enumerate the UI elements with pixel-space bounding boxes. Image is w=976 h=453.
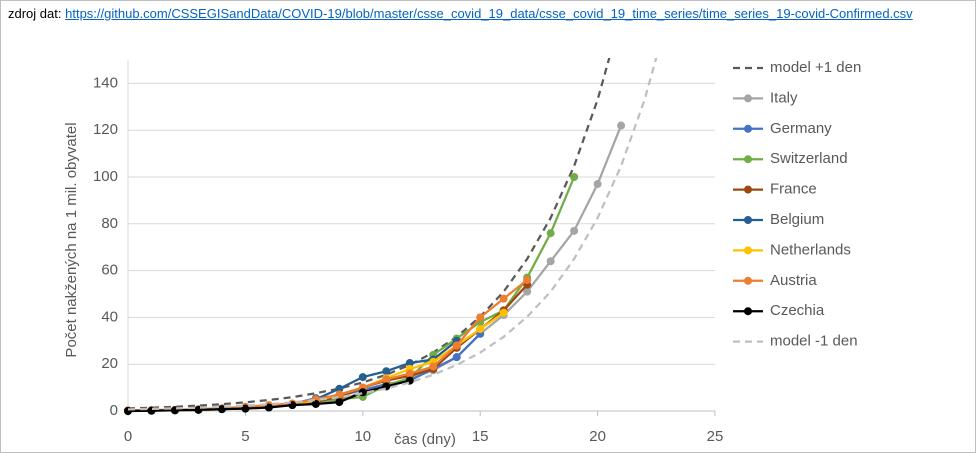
y-tick-label: 60 [101, 262, 118, 279]
y-axis-title: Počet nakžených na 1 mil. obyvatel [63, 122, 80, 357]
data-point [311, 399, 320, 408]
data-point [499, 294, 508, 303]
source-link[interactable]: https://github.com/CSSEGISandData/COVID-… [65, 6, 913, 21]
legend-label: Switzerland [770, 150, 848, 167]
x-tick-label: 20 [589, 428, 606, 445]
legend-marker [744, 94, 752, 103]
data-point [452, 341, 461, 350]
series-line [127, 125, 623, 412]
legend-marker [744, 155, 752, 164]
data-point [358, 373, 367, 382]
data-point [523, 287, 532, 296]
data-point [593, 180, 602, 189]
x-tick-label: 0 [124, 428, 132, 445]
series-line [127, 58, 658, 411]
data-point [335, 384, 344, 393]
legend-marker [744, 246, 752, 255]
data-point [405, 369, 414, 378]
data-point [358, 388, 367, 397]
data-point [546, 257, 555, 266]
data-point [241, 404, 250, 413]
y-tick-label: 80 [101, 215, 118, 232]
y-tick-label: 120 [93, 121, 118, 138]
series-line [128, 332, 481, 412]
series-line [127, 176, 576, 413]
legend-marker [744, 185, 752, 194]
data-point [523, 275, 532, 284]
y-tick-label: 100 [93, 168, 118, 185]
x-tick-label: 10 [354, 428, 371, 445]
data-point [217, 405, 226, 414]
data-point [570, 226, 579, 235]
data-point [405, 359, 414, 368]
plot-area [124, 58, 658, 415]
data-point [452, 353, 461, 362]
legend-label: model -1 den [770, 333, 858, 350]
legend-label: Austria [770, 272, 817, 289]
legend-label: France [770, 181, 817, 198]
data-point [429, 362, 438, 371]
x-tick-label: 5 [241, 428, 249, 445]
data-point [546, 229, 555, 238]
data-point [382, 375, 391, 384]
legend-label: Italy [770, 89, 798, 106]
x-tick-label: 15 [472, 428, 489, 445]
y-tick-label: 40 [101, 308, 118, 325]
legend-marker [744, 216, 752, 224]
legend-label: Czechia [770, 302, 825, 319]
legend-marker [744, 276, 752, 285]
data-point [264, 403, 273, 412]
legend-label: Germany [770, 120, 832, 137]
data-point [570, 173, 579, 181]
legend-marker [744, 124, 752, 133]
x-tick-label: 25 [707, 428, 724, 445]
x-axis-title: čas (dny) [394, 431, 456, 448]
legend-label: Netherlands [770, 241, 851, 258]
series-line [127, 58, 611, 410]
source-line: zdroj dat: https://github.com/CSSEGISand… [8, 6, 913, 21]
y-tick-label: 140 [93, 74, 118, 91]
data-point [476, 325, 485, 334]
y-tick-label: 0 [110, 402, 118, 419]
legend-label: Belgium [770, 211, 824, 228]
data-point [335, 398, 344, 407]
y-tick-label: 20 [101, 355, 118, 372]
legend-marker [744, 307, 752, 316]
data-point [476, 313, 485, 322]
data-point [382, 367, 391, 376]
data-point [617, 121, 626, 130]
data-point [499, 308, 508, 317]
source-label: zdroj dat: [8, 6, 62, 21]
legend-label: model +1 den [770, 59, 861, 76]
